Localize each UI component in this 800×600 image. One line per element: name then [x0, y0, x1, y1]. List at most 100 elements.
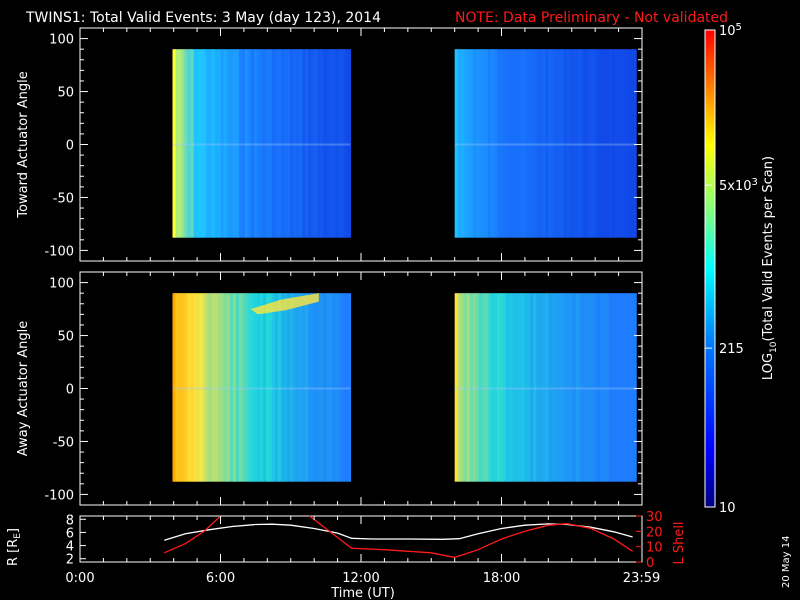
toward-column — [302, 49, 306, 238]
away-column — [284, 293, 288, 482]
toward-column — [466, 49, 471, 238]
toward-column — [536, 49, 540, 238]
toward-column — [618, 49, 622, 238]
away-column — [590, 293, 595, 482]
toward-column — [506, 49, 510, 238]
toward-column — [460, 49, 465, 238]
toward-column — [238, 49, 243, 238]
toward-column — [220, 49, 225, 238]
toward-column — [627, 49, 631, 238]
away-column — [484, 293, 489, 482]
toward-column — [281, 49, 285, 238]
toward-column — [521, 49, 525, 238]
toward-column — [326, 49, 330, 238]
away-column — [560, 293, 565, 482]
toward-column — [214, 49, 219, 238]
colorbar-gradient — [705, 30, 715, 507]
toward-column — [275, 49, 279, 238]
away-y-axis: 100 50 0 -50 -100 — [44, 271, 643, 505]
toward-column — [196, 49, 201, 238]
toward-column — [490, 49, 495, 238]
away-column — [238, 293, 243, 482]
toward-column — [584, 49, 589, 238]
away-column — [326, 293, 330, 482]
toward-column — [287, 49, 291, 238]
away-column — [172, 293, 177, 482]
away-column — [524, 293, 528, 482]
toward-column — [481, 49, 486, 238]
away-column — [621, 293, 625, 482]
left-tick-label: 6 — [66, 526, 74, 541]
away-column — [344, 293, 349, 482]
away-column — [266, 293, 270, 482]
toward-column — [509, 49, 513, 238]
away-column — [587, 293, 592, 482]
away-column — [536, 293, 540, 482]
colorbar-tick-label: 215 — [719, 342, 744, 357]
toward-column — [253, 49, 258, 238]
toward-column — [232, 49, 237, 238]
away-column — [614, 293, 619, 482]
toward-column — [344, 49, 349, 238]
toward-column — [187, 49, 192, 238]
away-column — [509, 293, 513, 482]
toward-column — [211, 49, 216, 238]
colorbar-label-sub: 10 — [769, 341, 779, 353]
toward-column — [581, 49, 586, 238]
l-shell-line — [164, 515, 633, 559]
away-column — [602, 293, 607, 482]
away-column — [493, 293, 498, 482]
colorbar-label-rest: (Total Valid Events per Scan) — [761, 156, 776, 342]
colorbar-label-main: LOG — [761, 353, 776, 380]
toward-column — [624, 49, 628, 238]
away-column — [329, 293, 333, 482]
toward-column — [305, 49, 309, 238]
toward-column — [269, 49, 273, 238]
y-tick-label: 50 — [57, 330, 74, 345]
toward-column — [293, 49, 297, 238]
toward-column — [223, 49, 228, 238]
away-column — [220, 293, 225, 482]
away-column — [256, 293, 261, 482]
away-column — [244, 293, 249, 482]
away-column — [466, 293, 471, 482]
away-column — [196, 293, 201, 482]
x-tick-label: 6:00 — [206, 571, 235, 586]
away-column — [627, 293, 631, 482]
toward-column — [259, 49, 264, 238]
away-column — [299, 293, 303, 482]
away-column — [184, 293, 189, 482]
toward-heatmap — [172, 49, 637, 238]
toward-column — [229, 49, 234, 238]
away-column — [208, 293, 213, 482]
l-shell-axis-label: L Shell — [672, 521, 687, 564]
toward-column — [463, 49, 468, 238]
toward-column — [472, 49, 477, 238]
chart-title: TWINS1: Total Valid Events: 3 May (day 1… — [25, 10, 381, 26]
toward-column — [497, 49, 501, 238]
right-tick-label: 10 — [646, 541, 663, 556]
radius-label-sub: E — [13, 533, 23, 539]
away-column — [296, 293, 300, 482]
away-column — [457, 293, 462, 482]
away-column — [305, 293, 309, 482]
away-column — [290, 293, 294, 482]
toward-column — [593, 49, 598, 238]
toward-column — [557, 49, 562, 238]
away-y-axis-label: Away Actuator Angle — [16, 321, 31, 456]
toward-column — [247, 49, 252, 238]
away-column — [581, 293, 586, 482]
time-axis-label: Time (UT) — [330, 586, 395, 600]
toward-column — [611, 49, 616, 238]
colorbar-tick-base: 5x10 — [719, 179, 752, 194]
colorbar-tick-exp: 3 — [752, 177, 758, 188]
away-column — [205, 293, 210, 482]
toward-column — [178, 49, 183, 238]
toward-column — [572, 49, 577, 238]
away-column — [630, 293, 634, 482]
radius-label-main: R [R — [6, 539, 21, 566]
toward-column — [323, 49, 327, 238]
